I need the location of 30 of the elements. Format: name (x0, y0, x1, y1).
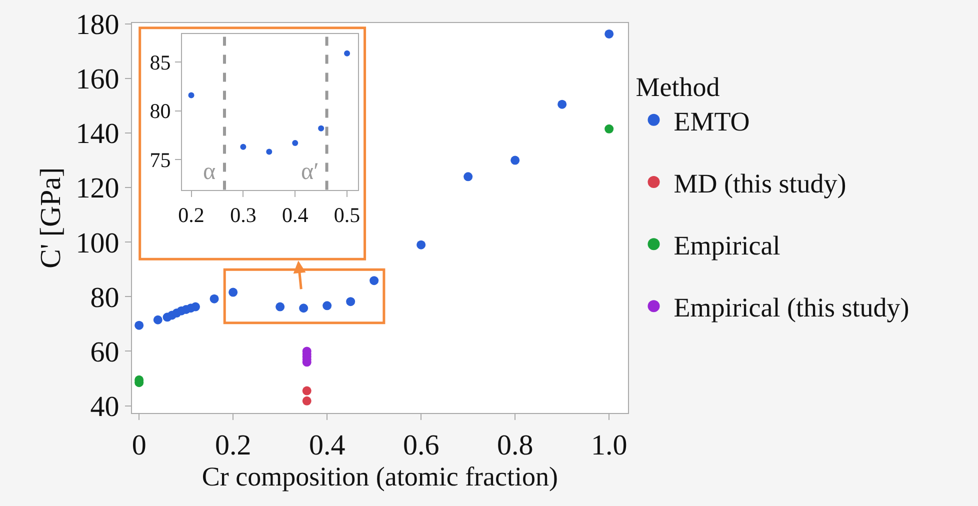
y-tick-label: 75 (150, 148, 171, 172)
y-tick-label: 80 (90, 282, 120, 314)
y-tick-label: 120 (76, 172, 120, 205)
legend-label: EMTO (674, 106, 750, 136)
x-tick-label: 0.8 (496, 430, 534, 462)
y-tick-label: 85 (150, 50, 171, 74)
x-tick-label: 1.0 (590, 430, 628, 462)
x-tick-label: 0.4 (282, 202, 309, 227)
y-tick-label: 100 (76, 227, 120, 260)
y-tick-label: 40 (90, 390, 120, 423)
x-tick-label: 0.2 (214, 430, 252, 462)
legend-label: Empirical (this study) (674, 292, 910, 323)
y-tick-label: 80 (150, 99, 171, 124)
legend-label: Empirical (674, 230, 780, 261)
y-tick-label: 160 (76, 64, 120, 96)
x-tick-label: 0 (132, 430, 146, 462)
x-tick-label: 0.4 (308, 430, 346, 462)
x-tick-label: 0.5 (334, 202, 360, 227)
y-tick-label: 60 (90, 336, 120, 368)
y-tick-label: 180 (76, 9, 120, 42)
x-axis-title: Cr composition (atomic fraction) (202, 462, 558, 492)
x-tick-label: 0.2 (178, 202, 204, 227)
ref-line-label: α (203, 159, 216, 185)
x-tick-label: 0.3 (230, 202, 256, 227)
y-tick-label: 140 (76, 118, 120, 150)
legend-title: Method (636, 72, 720, 102)
x-tick-label: 0.6 (402, 430, 440, 462)
legend-label: MD (this study) (674, 168, 846, 198)
y-axis-title: C' [GPa] (35, 167, 68, 268)
ref-line-label: α′ (301, 159, 319, 185)
